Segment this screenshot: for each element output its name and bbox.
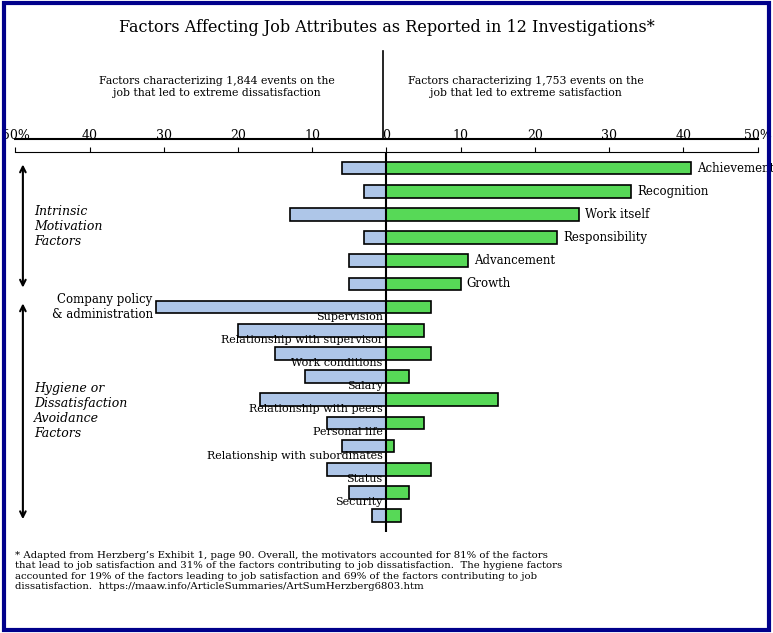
Text: Relationship with peers: Relationship with peers [249,404,383,415]
Text: Relationship with subordinates: Relationship with subordinates [207,451,383,461]
Text: Advancement: Advancement [474,254,555,267]
Bar [386,324,424,337]
Text: Personal life: Personal life [313,427,383,437]
Bar [386,254,468,267]
Text: Intrinsic
Motivation
Factors: Intrinsic Motivation Factors [34,204,102,248]
Text: Recognition: Recognition [637,185,709,197]
Text: Work itself: Work itself [585,208,650,221]
Text: Relationship with supervisor: Relationship with supervisor [220,335,383,345]
Bar [349,486,386,499]
Text: * Adapted from Herzberg’s Exhibit 1, page 90. Overall, the motivators accounted : * Adapted from Herzberg’s Exhibit 1, pag… [15,551,563,591]
Bar [386,231,557,244]
Bar [386,440,394,453]
Text: Achievement: Achievement [696,161,773,175]
Text: Company policy
& administration: Company policy & administration [52,293,153,321]
Bar [386,370,409,383]
Bar [386,162,691,175]
Text: Hygiene or
Dissatisfaction
Avoidance
Factors: Hygiene or Dissatisfaction Avoidance Fac… [34,382,128,441]
Text: Status: Status [346,473,383,484]
Bar [275,347,386,360]
Bar [386,417,424,429]
Bar [386,208,580,221]
Text: Factors characterizing 1,844 events on the
job that led to extreme dissatisfacti: Factors characterizing 1,844 events on t… [99,76,334,97]
Text: Growth: Growth [467,277,511,291]
Bar [238,324,386,337]
Bar [386,277,461,291]
Text: Factors characterizing 1,753 events on the
job that led to extreme satisfaction: Factors characterizing 1,753 events on t… [408,76,643,97]
Bar [386,347,431,360]
Bar [386,463,431,475]
Bar [349,254,386,267]
Bar [305,370,386,383]
Text: Salary: Salary [347,381,383,391]
Bar [261,393,386,406]
Bar [327,463,386,475]
Text: Security: Security [335,497,383,507]
Bar [386,509,401,522]
Bar [386,185,632,197]
Bar [364,231,386,244]
Bar [290,208,386,221]
Bar [342,162,386,175]
Bar [364,185,386,197]
Bar [386,393,498,406]
Bar [349,277,386,291]
Text: Responsibility: Responsibility [563,231,647,244]
Bar [372,509,386,522]
Text: Work conditions: Work conditions [291,358,383,368]
Bar [342,440,386,453]
Bar [386,301,431,313]
Bar [327,417,386,429]
Bar [386,486,409,499]
Text: Supervision: Supervision [316,311,383,322]
Text: Factors Affecting Job Attributes as Reported in 12 Investigations*: Factors Affecting Job Attributes as Repo… [118,19,655,36]
Bar [156,301,386,313]
